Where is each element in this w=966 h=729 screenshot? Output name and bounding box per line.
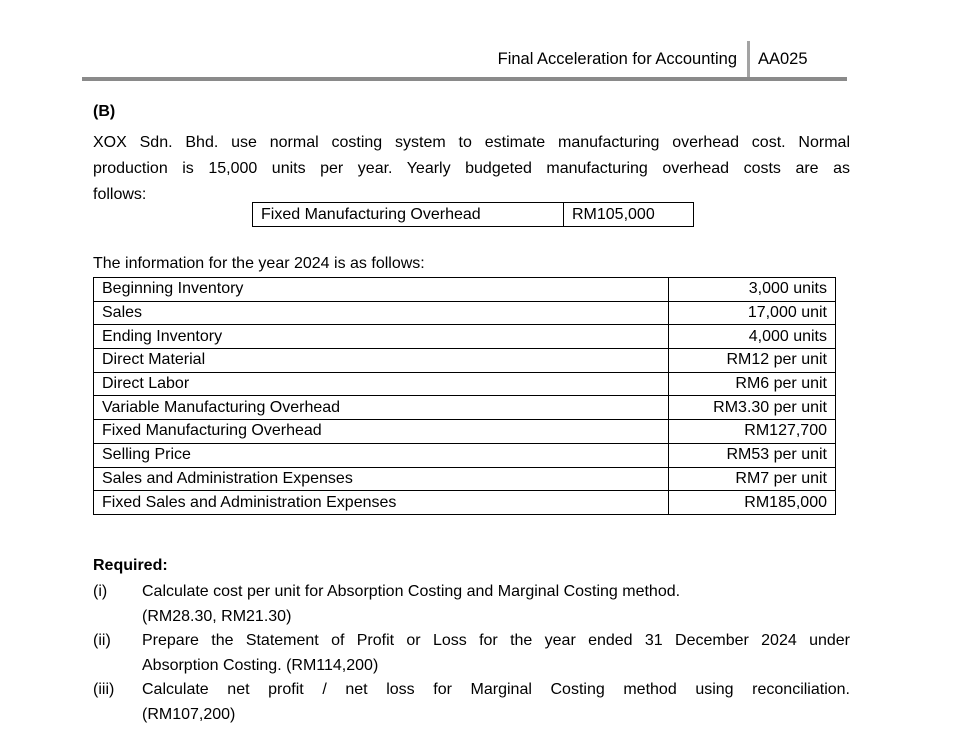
budget-value-cell: RM105,000 [563,202,694,227]
info-label-cell: Direct Material [93,348,669,373]
list-item-body: Calculate net profit / net loss for Marg… [142,678,850,727]
table-row: Selling Price RM53 per unit [93,442,836,468]
info-label-cell: Ending Inventory [93,324,669,350]
list-item-marker: (ii) [93,632,111,649]
info-table-caption: The information for the year 2024 is as … [93,255,425,272]
info-value-cell: RM127,700 [668,419,836,444]
info-value-cell: RM3.30 per unit [668,395,836,421]
header-course-code: AA025 [758,50,808,68]
info-label-cell: Beginning Inventory [93,277,669,302]
list-item-line: Calculate net profit / net loss for Marg… [142,681,850,698]
info-label-cell: Fixed Sales and Administration Expenses [93,490,669,515]
list-item-line: Absorption Costing. (RM114,200) [142,656,379,674]
table-row: Ending Inventory 4,000 units [93,324,836,350]
intro-paragraph: XOX Sdn. Bhd. use normal costing system … [93,130,850,208]
info-value-cell: RM12 per unit [668,348,836,373]
list-item-line: Calculate cost per unit for Absorption C… [142,583,681,600]
table-row: Beginning Inventory 3,000 units [93,277,836,302]
info-value-cell: RM7 per unit [668,466,836,492]
info-label-cell: Selling Price [93,442,669,468]
list-item: (i) Calculate cost per unit for Absorpti… [93,580,850,629]
info-label-cell: Direct Labor [93,371,669,397]
info-label-cell: Variable Manufacturing Overhead [93,395,669,421]
list-item-body: Calculate cost per unit for Absorption C… [142,580,850,629]
table-row: Fixed Sales and Administration Expenses … [93,490,836,515]
list-item-marker: (i) [93,583,108,600]
header-horizontal-rule [82,77,847,81]
list-item-body: Prepare the Statement of Profit or Loss … [142,629,850,678]
intro-line: follows: [93,186,147,203]
info-value-cell: RM6 per unit [668,371,836,397]
info-label-cell: Fixed Manufacturing Overhead [93,419,669,444]
info-value-cell: 17,000 unit [668,300,836,326]
budget-label-cell: Fixed Manufacturing Overhead [252,202,564,227]
table-row: Sales and Administration Expenses RM7 pe… [93,466,836,492]
info-label-cell: Sales [93,300,669,326]
list-item-line: Prepare the Statement of Profit or Loss … [142,632,850,649]
intro-line: XOX Sdn. Bhd. use normal costing system … [93,134,850,151]
budgeted-overhead-table: Fixed Manufacturing Overhead RM105,000 [252,202,694,227]
header-divider-line [747,41,750,80]
intro-line: production is 15,000 units per year. Yea… [93,160,850,177]
section-label: (B) [93,103,116,120]
table-row: Direct Labor RM6 per unit [93,371,836,397]
table-row: Fixed Manufacturing Overhead RM105,000 [252,202,694,227]
list-item: (ii) Prepare the Statement of Profit or … [93,629,850,678]
header-course-title: Final Acceleration for Accounting [497,50,737,68]
list-item-line: (RM107,200) [142,705,236,723]
required-heading: Required: [93,557,168,574]
info-value-cell: 3,000 units [668,277,836,302]
table-row: Direct Material RM12 per unit [93,348,836,373]
year-info-table: Beginning Inventory 3,000 units Sales 17… [93,277,836,515]
info-value-cell: RM185,000 [668,490,836,515]
info-value-cell: 4,000 units [668,324,836,350]
required-list: (i) Calculate cost per unit for Absorpti… [93,580,850,727]
list-item: (iii) Calculate net profit / net loss fo… [93,678,850,727]
info-label-cell: Sales and Administration Expenses [93,466,669,492]
table-row: Fixed Manufacturing Overhead RM127,700 [93,419,836,444]
list-item-line: (RM28.30, RM21.30) [142,607,292,625]
info-value-cell: RM53 per unit [668,442,836,468]
list-item-marker: (iii) [93,681,115,698]
table-row: Sales 17,000 unit [93,300,836,326]
table-row: Variable Manufacturing Overhead RM3.30 p… [93,395,836,421]
